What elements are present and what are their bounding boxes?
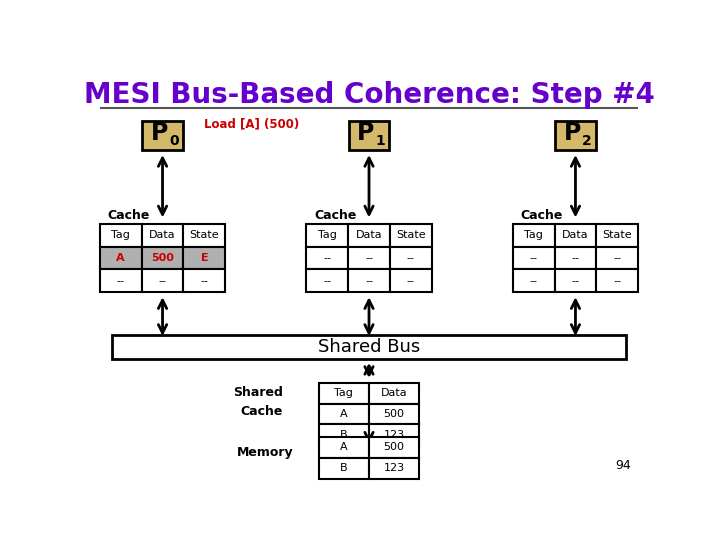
Bar (306, 269, 348, 292)
Text: 94: 94 (616, 460, 631, 472)
Bar (390, 269, 432, 292)
Bar (369, 437, 419, 458)
Bar (369, 404, 419, 424)
Text: --: -- (158, 276, 166, 286)
Bar (554, 269, 596, 292)
Text: 500: 500 (151, 253, 174, 263)
Bar (369, 424, 419, 445)
Bar (369, 383, 419, 404)
Text: State: State (396, 230, 426, 240)
Bar (554, 246, 596, 269)
Bar (112, 335, 626, 359)
Text: P: P (357, 122, 374, 145)
Text: --: -- (365, 253, 373, 263)
Text: Shared
Cache: Shared Cache (233, 387, 282, 418)
Text: Data: Data (149, 230, 176, 240)
Text: Data: Data (562, 230, 589, 240)
Bar (596, 269, 638, 292)
Text: --: -- (323, 276, 331, 286)
Bar (513, 269, 554, 292)
Bar (100, 246, 142, 269)
Text: Tag: Tag (112, 230, 130, 240)
Text: 1: 1 (375, 134, 385, 148)
Text: Shared Bus: Shared Bus (318, 338, 420, 356)
Text: Data: Data (356, 230, 382, 240)
Text: --: -- (572, 253, 580, 263)
Text: B: B (340, 430, 348, 440)
Text: Memory: Memory (237, 446, 294, 459)
Text: --: -- (407, 253, 415, 263)
Text: B: B (340, 463, 348, 473)
Bar (100, 224, 142, 246)
Text: --: -- (530, 253, 538, 263)
Text: 123: 123 (384, 463, 405, 473)
Text: 0: 0 (169, 134, 179, 148)
Text: --: -- (613, 276, 621, 286)
Bar (142, 269, 184, 292)
Bar (596, 224, 638, 246)
Text: State: State (603, 230, 632, 240)
Bar (554, 224, 596, 246)
Text: Load [A] (500): Load [A] (500) (204, 117, 300, 130)
Bar (348, 269, 390, 292)
Bar (555, 120, 595, 151)
Text: P: P (150, 122, 168, 145)
Bar (184, 246, 225, 269)
Text: 500: 500 (384, 409, 405, 419)
Bar (100, 269, 142, 292)
Text: Cache: Cache (108, 209, 150, 222)
Bar (319, 424, 369, 445)
Text: A: A (117, 253, 125, 263)
Bar (142, 246, 184, 269)
Bar (348, 224, 390, 246)
Bar (348, 246, 390, 269)
Bar (319, 458, 369, 478)
Text: State: State (189, 230, 219, 240)
Bar (369, 458, 419, 478)
Text: Tag: Tag (335, 388, 354, 399)
Bar (142, 224, 184, 246)
Text: --: -- (530, 276, 538, 286)
Text: A: A (340, 442, 348, 453)
Bar (596, 246, 638, 269)
Bar (143, 120, 183, 151)
Text: Cache: Cache (315, 209, 356, 222)
Bar (319, 437, 369, 458)
Text: 500: 500 (384, 442, 405, 453)
Bar (390, 246, 432, 269)
Bar (319, 404, 369, 424)
Text: --: -- (323, 253, 331, 263)
Bar (184, 224, 225, 246)
Bar (184, 269, 225, 292)
Bar (390, 224, 432, 246)
Text: P: P (564, 122, 581, 145)
Text: --: -- (407, 276, 415, 286)
Text: Cache: Cache (521, 209, 563, 222)
Text: --: -- (572, 276, 580, 286)
Text: A: A (340, 409, 348, 419)
Text: E: E (201, 253, 208, 263)
Bar (319, 383, 369, 404)
Bar (306, 224, 348, 246)
Text: --: -- (365, 276, 373, 286)
Bar (349, 120, 389, 151)
Text: --: -- (117, 276, 125, 286)
Bar (513, 246, 554, 269)
Text: MESI Bus-Based Coherence: Step #4: MESI Bus-Based Coherence: Step #4 (84, 82, 654, 110)
Text: Tag: Tag (524, 230, 543, 240)
Text: 123: 123 (384, 430, 405, 440)
Text: Tag: Tag (318, 230, 336, 240)
Bar (513, 224, 554, 246)
Text: --: -- (613, 253, 621, 263)
Bar (306, 246, 348, 269)
Text: 2: 2 (582, 134, 592, 148)
Text: --: -- (200, 276, 208, 286)
Text: Data: Data (381, 388, 408, 399)
